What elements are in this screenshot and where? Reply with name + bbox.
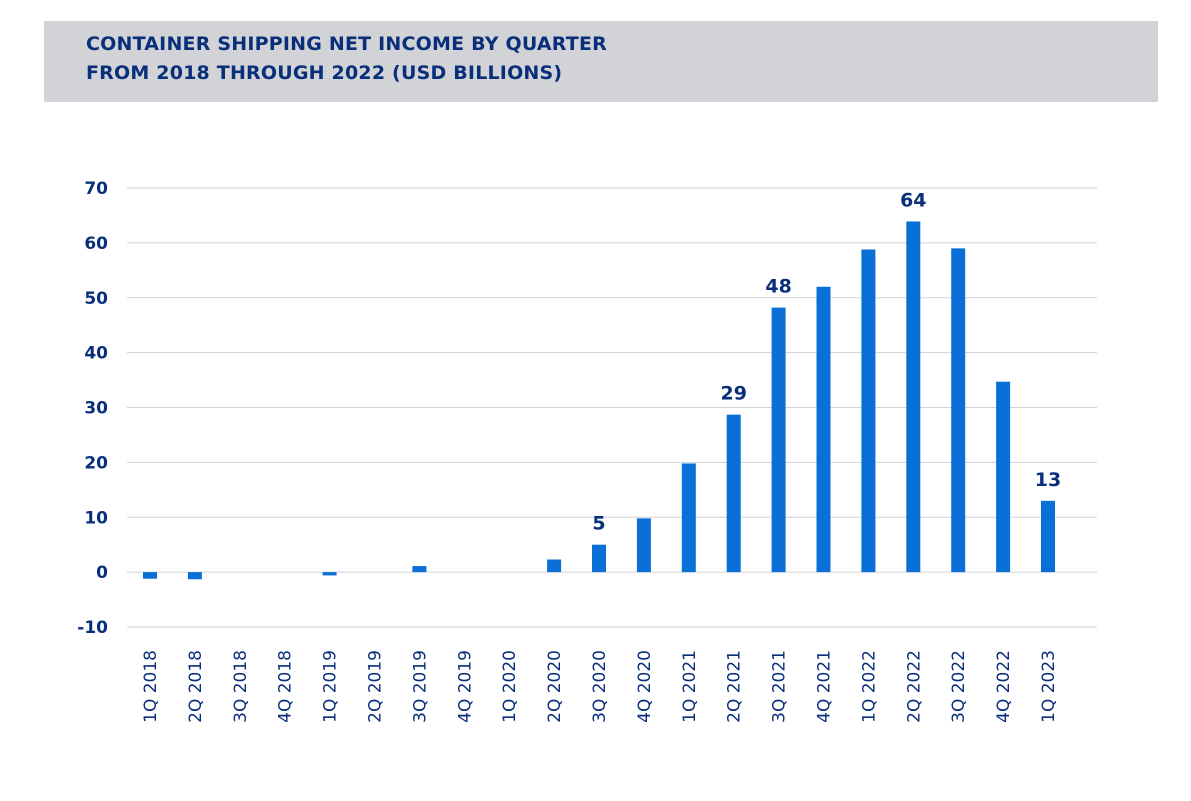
x-tick-label: 3Q 2022 xyxy=(949,650,969,723)
y-tick-label: 50 xyxy=(84,289,108,309)
chart-title-line-2: FROM 2018 THROUGH 2022 (USD BILLIONS) xyxy=(86,62,563,84)
bar xyxy=(816,286,831,573)
x-tick-label: 3Q 2019 xyxy=(410,650,430,723)
bar xyxy=(771,307,786,573)
x-tick-label: 2Q 2022 xyxy=(904,650,924,723)
x-tick-label: 3Q 2021 xyxy=(770,650,790,723)
bars xyxy=(143,221,1055,580)
bar xyxy=(996,381,1011,573)
bar xyxy=(861,249,876,573)
x-tick-label: 3Q 2020 xyxy=(590,650,610,723)
bar xyxy=(322,572,337,576)
data-label: 5 xyxy=(592,513,605,535)
data-labels: 5 29 48 64 13 xyxy=(592,189,1061,534)
bar xyxy=(187,572,202,580)
data-label: 13 xyxy=(1035,469,1061,491)
y-tick-label: 70 xyxy=(84,179,108,199)
bar xyxy=(412,566,427,573)
y-tick-label: 20 xyxy=(84,453,108,473)
bar xyxy=(592,544,606,573)
x-axis-ticks: 1Q 2018 2Q 2018 3Q 2018 4Q 2018 1Q 2019 2Q 20… xyxy=(141,650,1059,723)
y-tick-label: 40 xyxy=(84,344,108,364)
bar xyxy=(951,248,966,573)
x-tick-label: 1Q 2023 xyxy=(1039,650,1059,723)
y-tick-label: 60 xyxy=(84,234,108,254)
x-tick-label: 1Q 2022 xyxy=(859,650,879,723)
chart-title-band: CONTAINER SHIPPING NET INCOME BY QUARTER… xyxy=(44,21,1158,102)
x-tick-label: 1Q 2020 xyxy=(500,650,520,723)
chart-title-line-1: CONTAINER SHIPPING NET INCOME BY QUARTER xyxy=(86,33,607,55)
data-label: 29 xyxy=(720,383,746,405)
data-label: 64 xyxy=(900,189,926,211)
gridlines xyxy=(127,187,1097,628)
y-tick-label: 30 xyxy=(84,399,108,419)
y-tick-label: 0 xyxy=(96,563,108,583)
x-tick-label: 2Q 2020 xyxy=(545,650,565,723)
x-tick-label: 4Q 2020 xyxy=(635,650,655,723)
bar xyxy=(636,518,651,573)
bar xyxy=(1041,500,1055,573)
x-tick-label: 2Q 2018 xyxy=(186,650,206,723)
bar xyxy=(681,463,696,573)
bar xyxy=(906,221,921,573)
x-tick-label: 3Q 2018 xyxy=(231,650,251,723)
y-tick-label: 10 xyxy=(84,508,108,528)
y-axis-ticks: 70 60 50 40 30 20 10 0 -10 xyxy=(77,179,108,638)
x-tick-label: 4Q 2021 xyxy=(815,650,835,723)
bar xyxy=(726,414,741,573)
x-tick-label: 1Q 2019 xyxy=(321,650,341,723)
x-tick-label: 2Q 2021 xyxy=(725,650,745,723)
data-label: 48 xyxy=(765,276,791,298)
y-tick-label: -10 xyxy=(77,618,108,638)
bar xyxy=(143,572,157,579)
x-tick-label: 4Q 2022 xyxy=(994,650,1014,723)
bar xyxy=(547,559,562,573)
x-tick-label: 1Q 2021 xyxy=(680,650,700,723)
x-tick-label: 2Q 2019 xyxy=(366,650,386,723)
x-tick-label: 4Q 2018 xyxy=(276,650,296,723)
x-tick-label: 4Q 2019 xyxy=(455,650,475,723)
x-tick-label: 1Q 2018 xyxy=(141,650,161,723)
